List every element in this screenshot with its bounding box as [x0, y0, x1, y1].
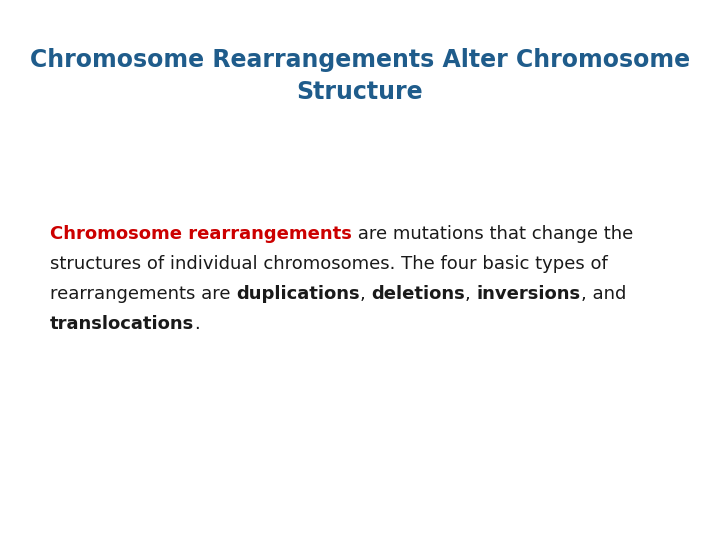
Text: Chromosome Rearrangements Alter Chromosome: Chromosome Rearrangements Alter Chromoso…	[30, 48, 690, 72]
Text: translocations: translocations	[50, 315, 194, 333]
Text: are mutations that change the: are mutations that change the	[352, 225, 633, 243]
Text: deletions: deletions	[372, 285, 465, 303]
Text: , and: , and	[581, 285, 626, 303]
Text: inversions: inversions	[477, 285, 581, 303]
Text: structures of individual chromosomes. The four basic types of: structures of individual chromosomes. Th…	[50, 255, 608, 273]
Text: Structure: Structure	[297, 80, 423, 104]
Text: Chromosome rearrangements: Chromosome rearrangements	[50, 225, 352, 243]
Text: duplications: duplications	[236, 285, 360, 303]
Text: .: .	[194, 315, 200, 333]
Text: ,: ,	[360, 285, 372, 303]
Text: ,: ,	[465, 285, 477, 303]
Text: rearrangements are: rearrangements are	[50, 285, 236, 303]
